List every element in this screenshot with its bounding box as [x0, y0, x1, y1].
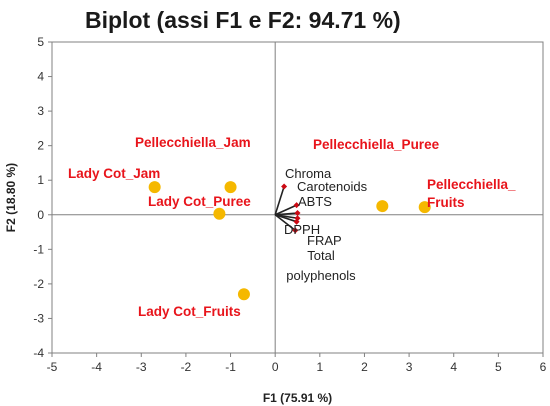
- variable-label: DPPH: [284, 222, 320, 237]
- variable-vector-tip: [293, 202, 300, 209]
- chart-title: Biplot (assi F1 e F2: 94.71 %): [85, 7, 401, 33]
- y-axis-title: F2 (18.80 %): [4, 163, 18, 232]
- variable-vector: [275, 212, 298, 216]
- label-line: Lady Cot_Puree: [148, 194, 251, 209]
- label-line: Chroma: [285, 166, 332, 181]
- label-line: Fruits: [427, 195, 465, 210]
- variable-vector: [274, 186, 285, 216]
- variable-vector-tip: [293, 218, 300, 225]
- variable-vector-tip: [292, 227, 299, 234]
- observation-point: [148, 181, 161, 194]
- variable-label: ABTS: [298, 194, 332, 209]
- observation-label: Lady Cot_Puree: [148, 194, 251, 209]
- x-tick-label: 1: [316, 360, 323, 374]
- x-tick-label: 2: [361, 360, 368, 374]
- x-tick-label: -5: [47, 360, 58, 374]
- label-line: Pellecchiella_: [427, 177, 516, 192]
- y-tick-label: 3: [37, 104, 44, 118]
- observation-point: [224, 181, 237, 194]
- observation-label: Pellecchiella_Puree: [313, 137, 440, 152]
- x-tick-label: 6: [540, 360, 547, 374]
- label-line: Total: [307, 248, 335, 263]
- label-line: Lady Cot_Fruits: [138, 304, 241, 319]
- plot-frame: [51, 41, 544, 354]
- y-tick-label: -4: [33, 346, 44, 360]
- observation-point: [237, 288, 250, 301]
- variable-label: Total polyphenols: [286, 248, 356, 283]
- y-tick-label: 4: [37, 70, 44, 84]
- x-tick-label: -1: [225, 360, 236, 374]
- y-tick-label: 1: [37, 173, 44, 187]
- x-tick-label: 3: [406, 360, 413, 374]
- label-line: Lady Cot_Jam: [68, 166, 160, 181]
- label-line: Pellecchiella_Puree: [313, 137, 440, 152]
- y-tick-label: 0: [37, 208, 44, 222]
- y-tick-label: -1: [33, 242, 44, 256]
- variable-vector: [274, 204, 297, 216]
- x-tick-label: 0: [272, 360, 279, 374]
- observation-label: Lady Cot_Jam: [68, 166, 160, 181]
- label-line: DPPH: [284, 222, 320, 237]
- x-tick-label: -4: [91, 360, 102, 374]
- x-axis-title: F1 (75.91 %): [263, 391, 332, 405]
- label-line: ABTS: [298, 194, 332, 209]
- variable-vector: [274, 214, 297, 223]
- y-tick-label: 5: [37, 35, 44, 49]
- observation-label: Pellecchiella_Jam: [135, 135, 251, 150]
- y-tick-label: -3: [33, 311, 44, 325]
- x-tick-label: 5: [495, 360, 502, 374]
- label-line: Carotenoids: [297, 179, 368, 194]
- variable-vector-tip: [281, 183, 288, 190]
- label-line: FRAP: [307, 233, 342, 248]
- variable-vector-tip: [294, 210, 301, 217]
- x-tick-label: -3: [136, 360, 147, 374]
- x-tick-label: 4: [450, 360, 457, 374]
- variable-vector: [274, 214, 296, 231]
- observation-point: [418, 201, 431, 214]
- y-tick-label: -2: [33, 277, 44, 291]
- observation-point: [376, 200, 389, 213]
- y-tick-label: 2: [37, 139, 44, 153]
- label-line: polyphenols: [286, 268, 356, 283]
- observation-point: [213, 207, 226, 220]
- variable-label: Chroma: [285, 166, 332, 181]
- observation-label: Lady Cot_Fruits: [138, 304, 241, 319]
- variable-label: FRAP: [307, 233, 342, 248]
- x-tick-label: -2: [181, 360, 192, 374]
- label-line: Pellecchiella_Jam: [135, 135, 251, 150]
- variable-label: Carotenoids: [297, 179, 368, 194]
- observation-label: Pellecchiella_ Fruits: [427, 177, 516, 210]
